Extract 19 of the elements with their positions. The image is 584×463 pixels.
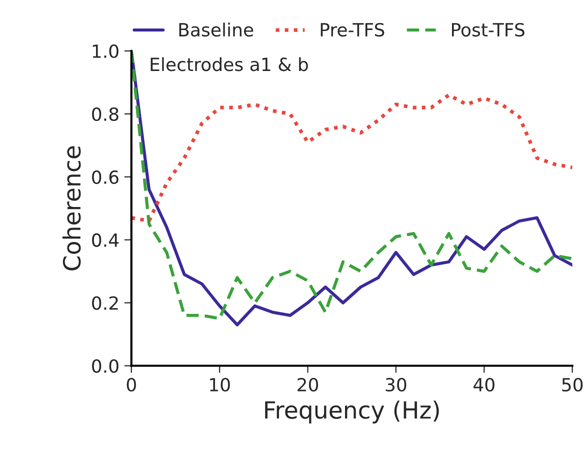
annotation: Electrodes a1 & b xyxy=(150,57,308,72)
y-tick-label: 0.8 xyxy=(92,107,118,122)
x-tick-label: 30 xyxy=(386,378,406,392)
y-tick-label: 0.0 xyxy=(92,359,118,373)
x-tick-label: 20 xyxy=(298,378,318,392)
x-tick-label: 0 xyxy=(126,378,136,392)
legend-label: Post-TFS xyxy=(452,22,524,37)
legend-label: Pre-TFS xyxy=(320,22,384,37)
y-tick-label: 1.0 xyxy=(92,44,118,58)
x-tick-label: 50 xyxy=(562,378,583,392)
x-tick-label: 10 xyxy=(210,378,230,392)
legend-label: Baseline xyxy=(179,22,254,37)
x-tick-label: 40 xyxy=(474,378,494,392)
y-axis-title: Coherence xyxy=(62,146,81,270)
y-tick-label: 0.6 xyxy=(92,170,118,184)
line-series xyxy=(131,93,572,223)
y-tick-label: 0.2 xyxy=(92,296,118,310)
x-axis-title: Frequency (Hz) xyxy=(265,400,439,424)
y-tick-label: 0.4 xyxy=(92,233,119,247)
